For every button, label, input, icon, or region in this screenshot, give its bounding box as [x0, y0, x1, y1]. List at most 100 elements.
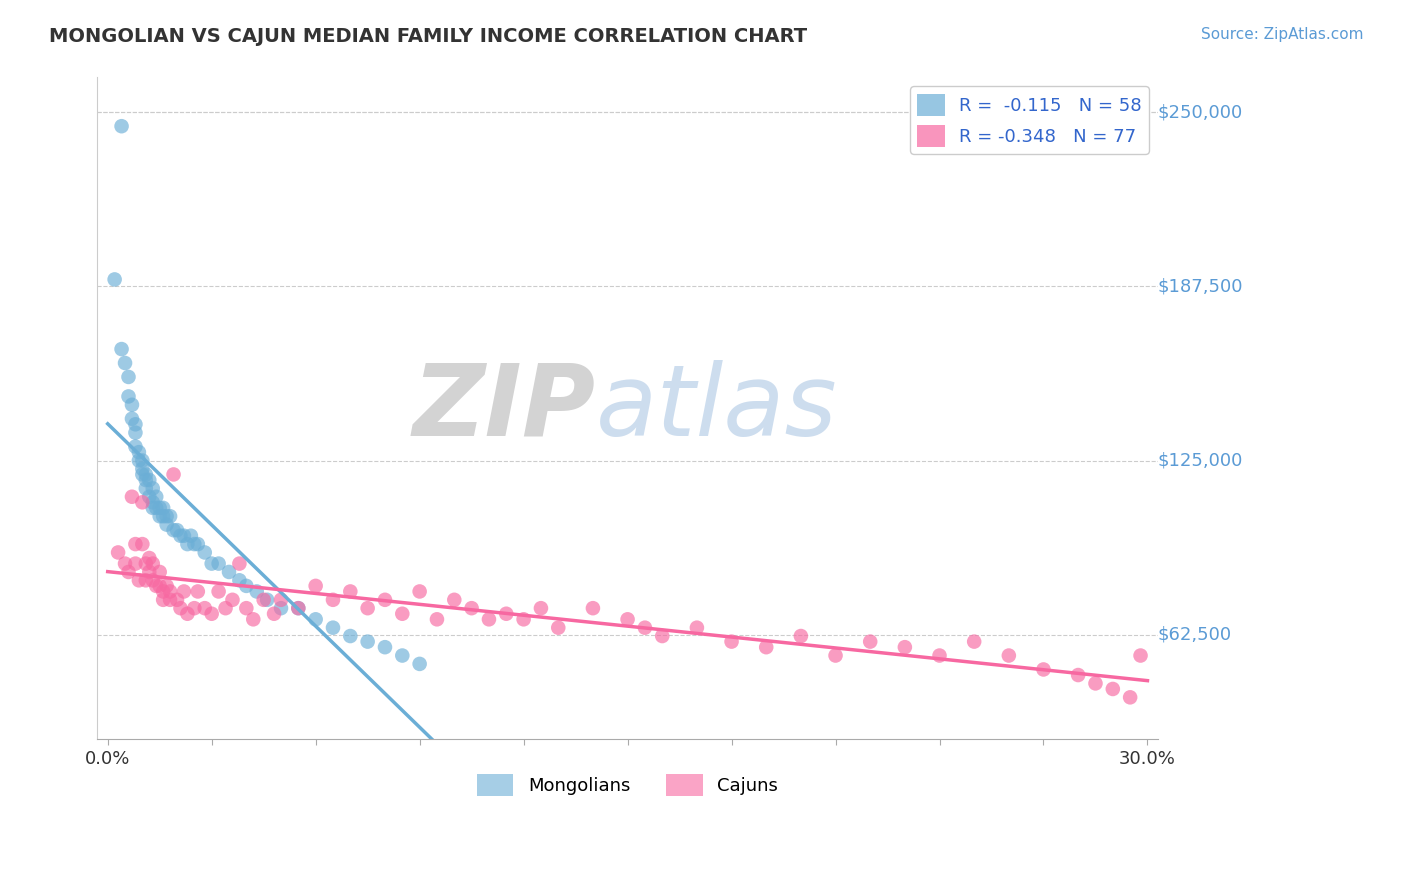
Point	[322, 621, 344, 635]
Point	[356, 634, 378, 648]
Point	[305, 579, 328, 593]
Point	[166, 523, 188, 537]
Point	[963, 634, 986, 648]
Point	[194, 601, 217, 615]
Point	[114, 356, 136, 370]
Point	[156, 517, 179, 532]
Point	[110, 342, 132, 356]
Point	[173, 529, 195, 543]
Point	[391, 648, 413, 663]
Point	[214, 601, 236, 615]
Point	[142, 482, 165, 496]
Point	[107, 545, 129, 559]
Point	[117, 565, 139, 579]
Point	[149, 509, 172, 524]
Point	[152, 509, 174, 524]
Point	[242, 612, 264, 626]
Point	[582, 601, 605, 615]
Point	[131, 453, 153, 467]
Point	[162, 523, 184, 537]
Point	[138, 490, 160, 504]
Point	[121, 398, 143, 412]
Point	[218, 565, 240, 579]
Point	[263, 607, 285, 621]
Text: Source: ZipAtlas.com: Source: ZipAtlas.com	[1201, 27, 1364, 42]
Point	[169, 601, 191, 615]
Point	[374, 640, 396, 655]
Point	[149, 500, 172, 515]
Point	[142, 495, 165, 509]
Point	[270, 601, 292, 615]
Point	[135, 557, 157, 571]
Point	[228, 557, 250, 571]
Point	[166, 592, 188, 607]
Text: $250,000: $250,000	[1159, 103, 1243, 121]
Text: ZIP: ZIP	[413, 359, 596, 457]
Point	[495, 607, 517, 621]
Point	[221, 592, 243, 607]
Point	[256, 592, 278, 607]
Point	[460, 601, 482, 615]
Point	[121, 490, 143, 504]
Point	[1119, 690, 1142, 705]
Point	[124, 557, 146, 571]
Point	[156, 509, 179, 524]
Point	[110, 119, 132, 133]
Point	[201, 607, 224, 621]
Point	[720, 634, 742, 648]
Point	[152, 592, 174, 607]
Point	[142, 557, 165, 571]
Point	[131, 467, 153, 482]
Point	[138, 565, 160, 579]
Text: $187,500: $187,500	[1159, 277, 1243, 295]
Point	[1101, 681, 1123, 696]
Point	[287, 601, 309, 615]
Point	[173, 584, 195, 599]
Point	[194, 545, 217, 559]
Point	[790, 629, 813, 643]
Point	[547, 621, 569, 635]
Point	[131, 537, 153, 551]
Point	[128, 574, 150, 588]
Point	[287, 601, 309, 615]
Point	[142, 574, 165, 588]
Point	[183, 537, 205, 551]
Legend: Mongolians, Cajuns: Mongolians, Cajuns	[470, 766, 785, 803]
Point	[131, 462, 153, 476]
Point	[149, 565, 172, 579]
Point	[145, 579, 167, 593]
Point	[207, 584, 229, 599]
Point	[928, 648, 950, 663]
Point	[156, 579, 179, 593]
Point	[686, 621, 709, 635]
Point	[117, 370, 139, 384]
Point	[124, 425, 146, 440]
Point	[235, 579, 257, 593]
Point	[1129, 648, 1152, 663]
Point	[176, 537, 198, 551]
Point	[142, 500, 165, 515]
Point	[228, 574, 250, 588]
Point	[1032, 663, 1054, 677]
Point	[121, 411, 143, 425]
Point	[117, 389, 139, 403]
Point	[159, 584, 181, 599]
Point	[426, 612, 449, 626]
Point	[128, 453, 150, 467]
Point	[270, 592, 292, 607]
Point	[207, 557, 229, 571]
Text: MONGOLIAN VS CAJUN MEDIAN FAMILY INCOME CORRELATION CHART: MONGOLIAN VS CAJUN MEDIAN FAMILY INCOME …	[49, 27, 807, 45]
Point	[478, 612, 501, 626]
Point	[124, 440, 146, 454]
Point	[305, 612, 328, 626]
Point	[246, 584, 269, 599]
Point	[135, 574, 157, 588]
Point	[530, 601, 553, 615]
Point	[391, 607, 413, 621]
Point	[998, 648, 1021, 663]
Point	[183, 601, 205, 615]
Point	[124, 537, 146, 551]
Point	[152, 500, 174, 515]
Point	[634, 621, 657, 635]
Point	[124, 417, 146, 432]
